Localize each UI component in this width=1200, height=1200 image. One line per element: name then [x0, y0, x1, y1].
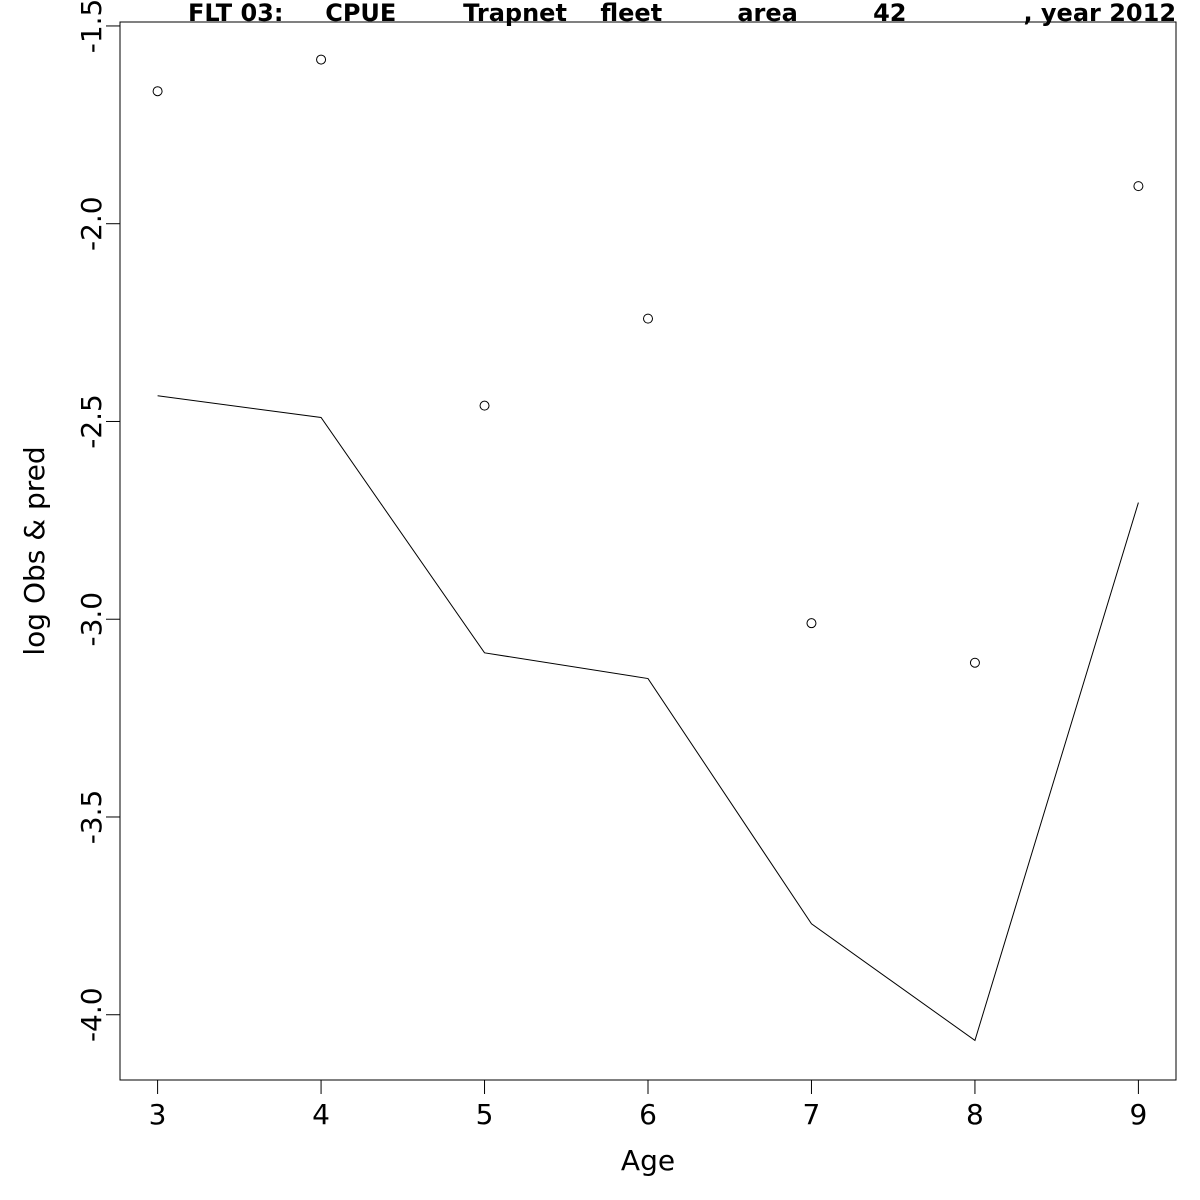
y-tick-label: -3.0	[75, 592, 108, 647]
observed-point	[643, 313, 653, 324]
chart-title: FLT 03: CPUE Trapnet fleet area 42 , yea…	[188, 0, 1176, 27]
series-layer	[152, 54, 1144, 1042]
observed-point	[479, 400, 490, 411]
x-tick-label: 5	[476, 1098, 494, 1131]
y-tick-label: -2.0	[75, 196, 108, 251]
x-tick-label: 8	[966, 1098, 984, 1131]
x-tick-label: 3	[149, 1098, 167, 1131]
y-tick-label: -3.5	[75, 790, 108, 845]
observed-point	[316, 54, 327, 65]
y-axis-title: log Obs & pred	[18, 446, 51, 655]
x-tick-label: 9	[1129, 1098, 1147, 1131]
observed-point	[152, 86, 163, 97]
x-tick-label: 6	[639, 1098, 657, 1131]
x-axis: 3 4 5 6 7 8 9	[149, 1080, 1147, 1131]
plot-frame	[119, 21, 1177, 1081]
y-tick-label: -1.5	[75, 0, 108, 53]
observed-point	[806, 618, 817, 629]
x-tick-label: 7	[803, 1098, 821, 1131]
y-tick-label: -2.5	[75, 394, 108, 449]
y-tick-label: -4.0	[75, 987, 108, 1042]
observed-point	[1133, 181, 1144, 192]
x-tick-label: 4	[312, 1098, 330, 1131]
observed-point	[969, 657, 980, 668]
x-axis-title: Age	[621, 1144, 675, 1177]
predicted-line	[157, 395, 1139, 1042]
y-axis: -1.5 -2.0 -2.5 -3.0 -3.5 -4.0	[75, 0, 120, 1042]
